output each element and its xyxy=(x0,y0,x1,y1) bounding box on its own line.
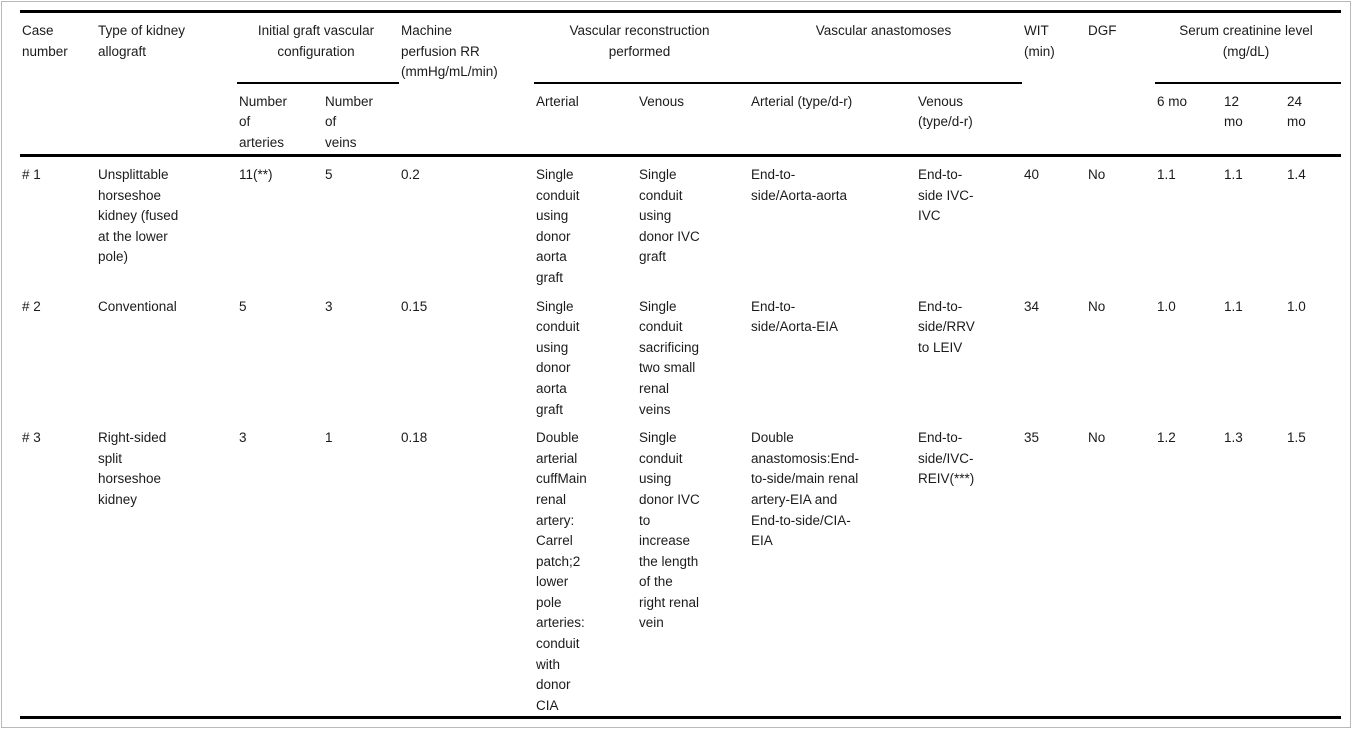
case-series-table: Case number Type of kidney allograft Ini… xyxy=(20,10,1342,719)
table-cell: # 1 xyxy=(22,167,41,182)
table-cell: End-to- side/Aorta-aorta xyxy=(751,167,848,203)
table-cell: 5 xyxy=(325,167,333,182)
table-cell: Right-sided split horseshoe kidney xyxy=(98,430,167,507)
table-cell: No xyxy=(1088,430,1106,446)
table-cell: Single conduit sacrificing two small ren… xyxy=(639,298,700,417)
table-cell: Unsplittable horseshoe kidney (fused at … xyxy=(98,167,179,265)
table-header: Case number Type of kidney allograft Ini… xyxy=(20,11,1342,156)
table-cell: Single conduit using donor aorta graft xyxy=(536,298,580,417)
table-cell: 1.4 xyxy=(1287,167,1306,182)
col-header-number-of-arteries: Number of arteries xyxy=(239,93,288,150)
col-group-vascular-anastomoses: Vascular anastomoses xyxy=(749,11,1023,84)
table-cell: 3 xyxy=(239,430,247,446)
table-cell: End-to- side IVC- IVC xyxy=(918,167,974,224)
table-cell: End-to- side/Aorta-EIA xyxy=(751,298,839,335)
col-header-machine-perfusion-rr: Machine perfusion RR (mmHg/mL/min) xyxy=(401,23,498,80)
table-cell: End-to- side/RRV to LEIV xyxy=(918,298,975,355)
table-cell: 1.5 xyxy=(1287,430,1306,446)
table-cell: Double anastomosis:End- to-side/main ren… xyxy=(751,430,860,549)
table-cell: Conventional xyxy=(98,298,177,314)
table-cell: 1.1 xyxy=(1224,298,1243,314)
col-header-creatinine-6mo: 6 mo xyxy=(1157,93,1188,109)
header-sub-row: Number of arteries Number of veins Arter… xyxy=(20,83,1341,156)
col-header-dgf: DGF xyxy=(1088,23,1117,38)
table-cell: Double arterial cuffMain renal artery: C… xyxy=(536,430,587,713)
col-header-venous-anastomosis-type: Venous (type/d-r) xyxy=(918,93,973,130)
table-row: # 3 Right-sided split horseshoe kidney 3… xyxy=(20,420,1341,718)
table-cell: 1.0 xyxy=(1157,298,1176,314)
table-cell: 1 xyxy=(325,430,333,446)
table-cell: End-to- side/IVC- REIV(***) xyxy=(918,430,975,487)
table-cell: 3 xyxy=(325,298,333,314)
table-cell: 0.2 xyxy=(401,167,420,182)
table-cell: Single conduit using donor IVC graft xyxy=(639,167,700,265)
table-cell: 1.0 xyxy=(1287,298,1306,314)
table-row: # 1 Unsplittable horseshoe kidney (fused… xyxy=(20,156,1341,289)
table-cell: 1.1 xyxy=(1224,167,1243,182)
table-cell: # 3 xyxy=(22,430,41,446)
col-header-number-of-veins: Number of veins xyxy=(325,93,374,150)
table-cell: 0.15 xyxy=(401,298,428,314)
table-body: # 1 Unsplittable horseshoe kidney (fused… xyxy=(20,156,1342,718)
col-header-type-of-kidney-allograft: Type of kidney allograft xyxy=(98,23,186,59)
col-group-serum-creatinine-level: Serum creatinine level (mg/dL) xyxy=(1155,11,1342,84)
table-cell: 1.1 xyxy=(1157,167,1176,182)
table-cell: 34 xyxy=(1024,298,1040,314)
header-group-row: Case number Type of kidney allograft Ini… xyxy=(20,11,1342,84)
table-cell: No xyxy=(1088,167,1106,182)
table-cell: 5 xyxy=(239,298,247,314)
table-row: # 2 Conventional 5 3 0.15 Single conduit… xyxy=(20,289,1341,421)
col-header-arterial-reconstruction: Arterial xyxy=(536,93,579,109)
col-header-wit-min: WIT (min) xyxy=(1024,23,1055,59)
col-header-arterial-anastomosis-type: Arterial (type/d-r) xyxy=(751,93,853,109)
table-cell: No xyxy=(1088,298,1106,314)
table-cell: 0.18 xyxy=(401,430,428,446)
table-cell: Single conduit using donor aorta graft xyxy=(536,167,580,285)
table-cell: 1.3 xyxy=(1224,430,1243,446)
col-header-case-number: Case number xyxy=(22,23,68,59)
col-group-vascular-reconstruction-performed: Vascular reconstruction performed xyxy=(534,11,749,84)
col-header-creatinine-24mo: 24 mo xyxy=(1287,93,1306,130)
table-cell: 11(**) xyxy=(239,167,273,182)
col-header-venous-reconstruction: Venous xyxy=(639,93,685,109)
table-cell: # 2 xyxy=(22,298,41,314)
table-cell: 1.2 xyxy=(1157,430,1176,446)
table-cell: 35 xyxy=(1024,430,1040,446)
col-group-initial-graft-vascular-configuration: Initial graft vascular configuration xyxy=(237,11,399,84)
table-cell: 40 xyxy=(1024,167,1040,182)
col-header-creatinine-12mo: 12 mo xyxy=(1224,93,1243,130)
table-cell: Single conduit using donor IVC to increa… xyxy=(639,430,700,631)
